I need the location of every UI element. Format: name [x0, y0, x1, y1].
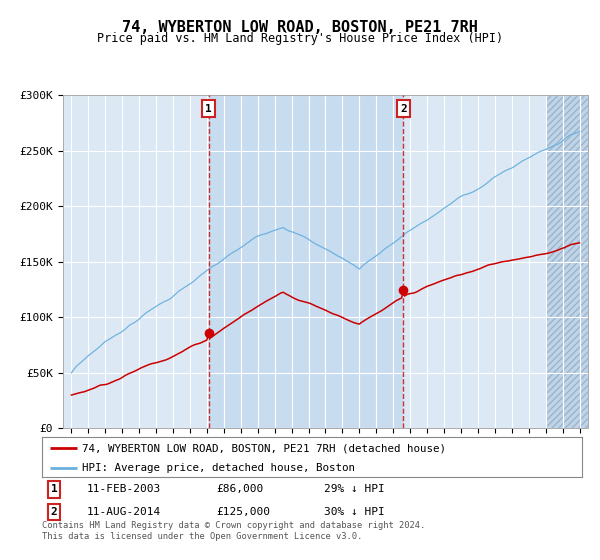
Text: 2: 2: [400, 104, 407, 114]
Text: Contains HM Land Registry data © Crown copyright and database right 2024.: Contains HM Land Registry data © Crown c…: [42, 521, 425, 530]
Bar: [545, 95, 588, 428]
Bar: [209, 95, 403, 428]
Text: £86,000: £86,000: [216, 484, 263, 494]
Text: Price paid vs. HM Land Registry's House Price Index (HPI): Price paid vs. HM Land Registry's House …: [97, 32, 503, 45]
Text: 1: 1: [205, 104, 212, 114]
Bar: [545, 95, 588, 428]
Text: 74, WYBERTON LOW ROAD, BOSTON, PE21 7RH (detached house): 74, WYBERTON LOW ROAD, BOSTON, PE21 7RH …: [83, 443, 446, 453]
Text: £125,000: £125,000: [216, 507, 270, 517]
Text: 30% ↓ HPI: 30% ↓ HPI: [324, 507, 385, 517]
Text: 29% ↓ HPI: 29% ↓ HPI: [324, 484, 385, 494]
Text: 11-AUG-2014: 11-AUG-2014: [87, 507, 161, 517]
Text: HPI: Average price, detached house, Boston: HPI: Average price, detached house, Bost…: [83, 463, 355, 473]
Text: 74, WYBERTON LOW ROAD, BOSTON, PE21 7RH: 74, WYBERTON LOW ROAD, BOSTON, PE21 7RH: [122, 20, 478, 35]
Text: 11-FEB-2003: 11-FEB-2003: [87, 484, 161, 494]
Text: 1: 1: [50, 484, 58, 494]
Text: This data is licensed under the Open Government Licence v3.0.: This data is licensed under the Open Gov…: [42, 532, 362, 541]
Text: 2: 2: [50, 507, 58, 517]
